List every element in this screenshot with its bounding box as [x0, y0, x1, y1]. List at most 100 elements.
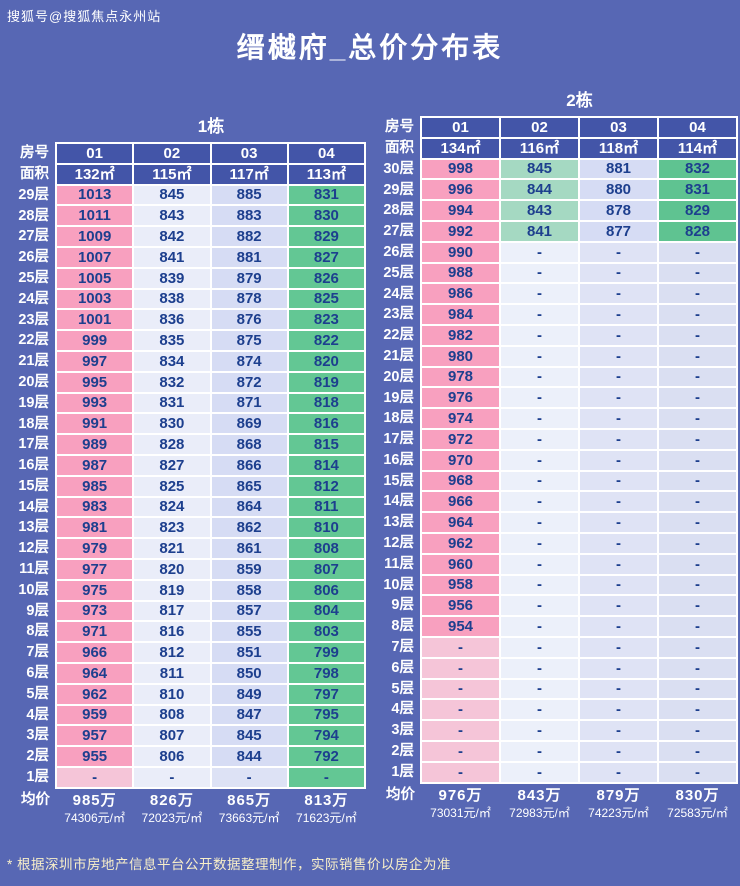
- price-cell: -: [420, 677, 501, 701]
- price-cell: -: [578, 240, 659, 264]
- area-row: 面积 132㎡ 115㎡ 117㎡ 113㎡: [8, 162, 367, 186]
- price-cell: 832: [132, 370, 212, 394]
- area-cell: 116㎡: [499, 136, 580, 160]
- average-unit-price: 74306元/㎡: [64, 810, 125, 824]
- price-cell: 964: [420, 511, 501, 534]
- price-cell: 845: [132, 183, 212, 207]
- floor-row: 1层 - - - -: [383, 760, 738, 784]
- floor-label: 16层: [383, 451, 414, 468]
- price-cell: -: [420, 635, 501, 659]
- price-cell: 826: [286, 266, 367, 290]
- floor-row: 25层 1005 839 879 826: [8, 266, 367, 290]
- price-cell: 981: [54, 516, 135, 540]
- average-label: 均价: [21, 791, 50, 808]
- building-1-table: 1栋 房号 01 02 03 04 面积 132㎡ 115㎡ 117㎡ 113㎡ 29层 1013 845…: [8, 116, 367, 824]
- price-cell: -: [286, 765, 367, 789]
- price-cell: 994: [420, 199, 501, 222]
- price-cell: 829: [286, 225, 367, 248]
- price-cell: 959: [54, 703, 135, 727]
- floor-row: 3层 957 807 845 794: [8, 724, 367, 748]
- price-cell: 978: [420, 365, 501, 389]
- price-cell: -: [578, 531, 659, 555]
- price-cell: 1013: [54, 183, 135, 207]
- price-cell: -: [499, 323, 580, 347]
- price-cell: -: [420, 760, 501, 784]
- price-cell: 821: [132, 537, 212, 560]
- price-cell: -: [420, 656, 501, 680]
- price-cell: -: [578, 427, 659, 451]
- price-cell: -: [499, 739, 580, 763]
- price-cell: 976: [420, 386, 501, 410]
- floor-row: 12层 962- - -: [383, 531, 738, 555]
- floor-row: 4层 959 808 847 795: [8, 703, 367, 727]
- price-cell: -: [499, 303, 580, 326]
- floor-row: 29层 996 844 880 831: [383, 178, 738, 202]
- floor-row: 2层 - - - -: [383, 739, 738, 763]
- floor-label: 14层: [383, 493, 414, 510]
- price-cell: 857: [209, 599, 289, 623]
- price-cell: 968: [420, 469, 501, 493]
- price-cell: 823: [286, 308, 367, 332]
- average-cell: 985万 74306元/㎡: [56, 788, 133, 824]
- price-cell: -: [578, 656, 659, 680]
- price-cell: 803: [286, 620, 367, 644]
- floor-label: 19层: [18, 394, 49, 411]
- price-cell: -: [657, 469, 738, 493]
- area-cell: 117㎡: [209, 162, 289, 186]
- floor-row: 7层 966 812 851 799: [8, 641, 367, 664]
- price-cell: 977: [54, 557, 135, 581]
- floor-row: 25层 988- - -: [383, 261, 738, 285]
- floor-label: 2层: [391, 743, 414, 760]
- price-cell: -: [499, 719, 580, 742]
- floor-label: 11层: [384, 555, 414, 572]
- room-number-cell: 01: [54, 142, 135, 165]
- price-cell: 817: [132, 599, 212, 623]
- floor-label: 26层: [383, 243, 414, 260]
- floor-row: 21层 980- - -: [383, 344, 738, 368]
- floor-label: 23层: [18, 311, 49, 328]
- price-cell: -: [657, 656, 738, 680]
- price-cell: 876: [209, 308, 289, 332]
- floor-label: 18层: [383, 410, 414, 427]
- floor-label: 13层: [383, 514, 414, 531]
- floor-label: 5层: [26, 685, 49, 702]
- floor-row: 17层 989 828 868 815: [8, 433, 367, 456]
- price-cell: 808: [286, 537, 367, 560]
- price-cell: 820: [132, 557, 212, 581]
- price-cell: -: [578, 511, 659, 534]
- price-cell: 812: [132, 641, 212, 664]
- price-cell: -: [499, 282, 580, 306]
- floor-label: 3层: [391, 722, 414, 739]
- price-cell: 816: [132, 620, 212, 644]
- floor-label: 4层: [26, 706, 49, 723]
- floor-label: 12层: [383, 535, 414, 552]
- price-cell: 820: [286, 349, 367, 373]
- price-cell: 962: [54, 682, 135, 706]
- price-cell: 954: [420, 615, 501, 638]
- price-cell: 866: [209, 453, 289, 477]
- price-cell: 829: [657, 199, 738, 222]
- price-cell: 986: [420, 282, 501, 306]
- price-cell: -: [578, 261, 659, 285]
- price-cell: -: [578, 698, 659, 722]
- price-cell: -: [578, 386, 659, 410]
- floor-row: 19层 976- - -: [383, 386, 738, 410]
- price-cell: 827: [286, 245, 367, 269]
- floor-label: 12层: [18, 540, 49, 557]
- price-cell: 864: [209, 495, 289, 519]
- floor-row: 4层 - - - -: [383, 698, 738, 722]
- floor-row: 13层 981 823 862 810: [8, 516, 367, 540]
- room-number-cell: 03: [209, 142, 289, 165]
- price-cell: 818: [286, 391, 367, 415]
- average-row: 均价 976万 73031元/㎡ 843万 72983元/㎡ 879万 74223元/㎡ 83…: [383, 783, 737, 819]
- price-table: 房号 01 02 03 04 面积 134㎡ 116㎡ 118㎡ 114㎡ 30层 998 845 881…: [383, 116, 738, 819]
- price-cell: 830: [132, 412, 212, 436]
- floor-row: 17层 972- - -: [383, 427, 738, 451]
- average-cell: 976万 73031元/㎡: [421, 783, 500, 819]
- price-cell: -: [578, 739, 659, 763]
- floor-row: 3层 - - - -: [383, 719, 738, 742]
- price-cell: 1011: [54, 204, 135, 228]
- average-total: 843万: [517, 786, 562, 804]
- price-cell: -: [657, 739, 738, 763]
- price-cell: 1003: [54, 287, 135, 311]
